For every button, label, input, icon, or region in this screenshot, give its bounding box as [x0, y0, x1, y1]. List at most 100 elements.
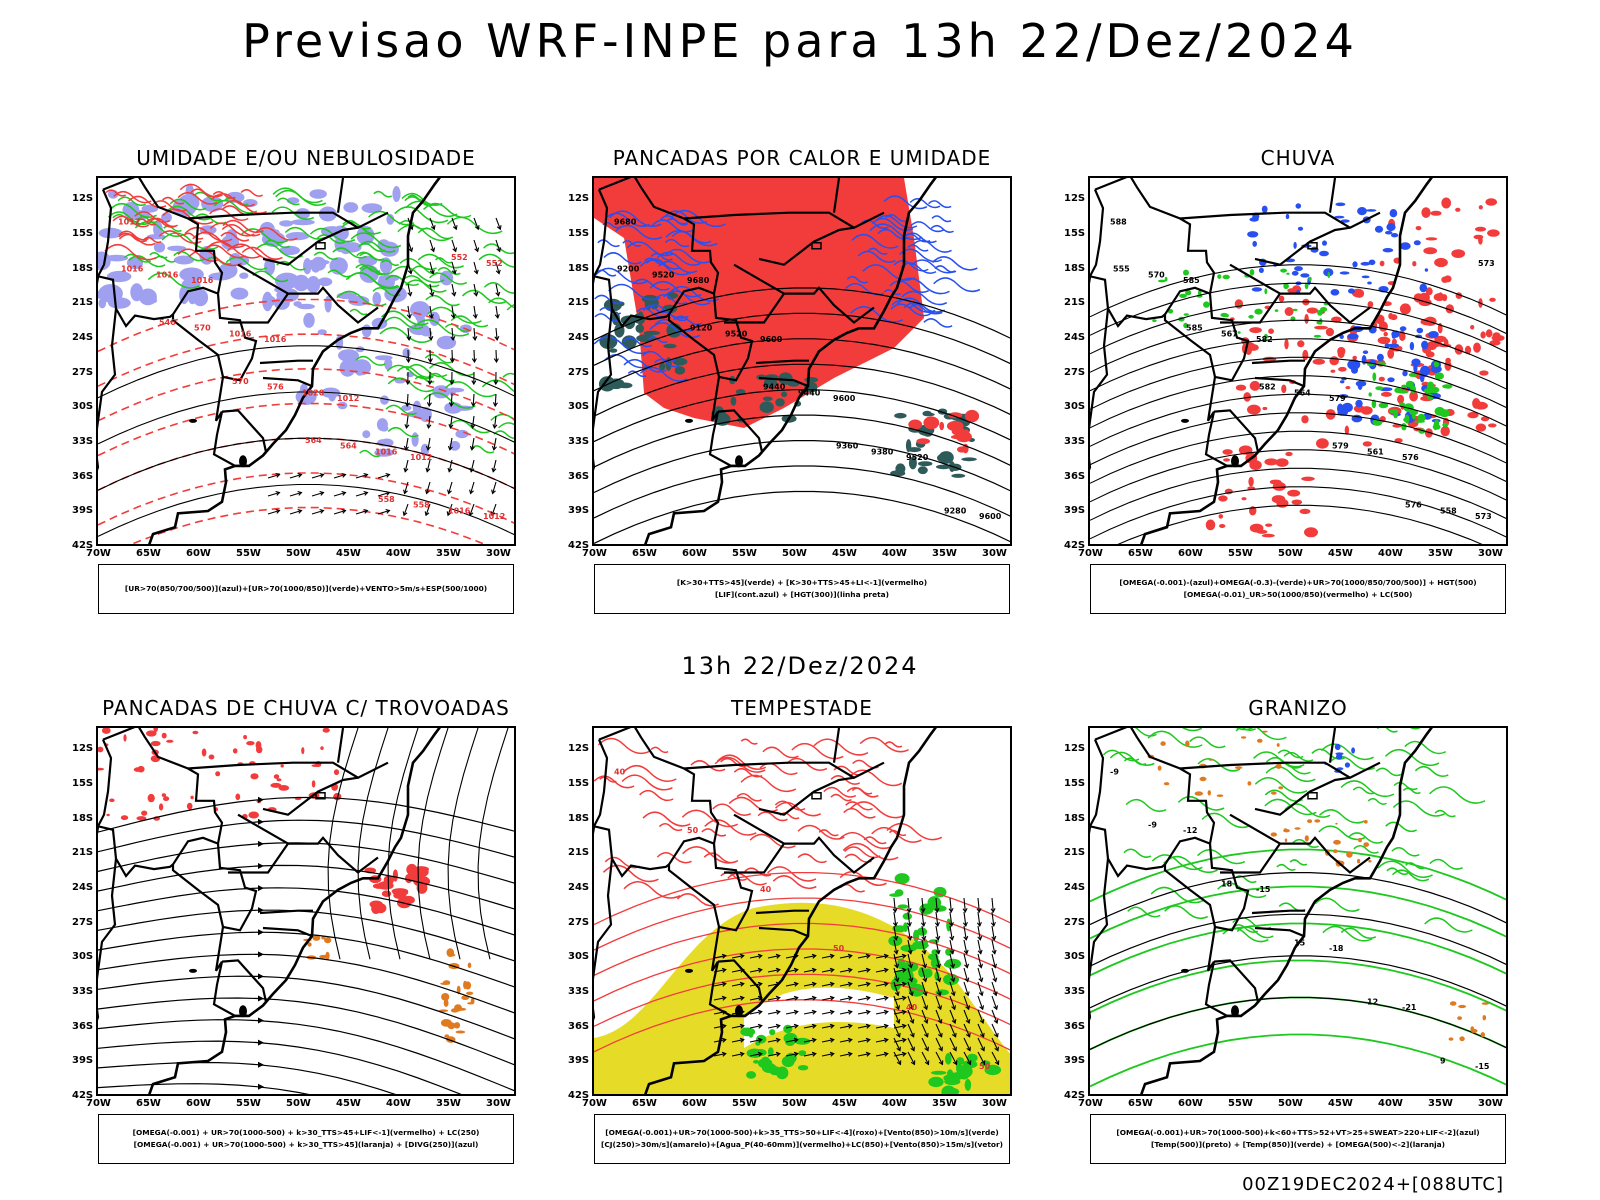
latitude-tick-label: 42S	[568, 540, 590, 551]
contour-label: 558	[378, 495, 395, 504]
legend-line: [OMEGA(-0.001)+UR>70(1000-500)+k>35_TTS>…	[605, 1128, 999, 1137]
legend-line: [OMEGA(-0.001)+UR>70(1000-500)+k<60+TTS>…	[1116, 1128, 1480, 1137]
panel-title: PANCADAS DE CHUVA C/ TROVOADAS	[102, 696, 510, 720]
contour-label: 9680	[687, 276, 710, 285]
longitude-tick-label: 45W	[832, 1098, 857, 1109]
latitude-tick-label: 30S	[1064, 951, 1086, 963]
latitude-tick-label: 36S	[568, 1020, 590, 1032]
longitude-tick-label: 45W	[1328, 548, 1353, 559]
panel-title: GRANIZO	[1248, 696, 1348, 720]
weather-map: 588 585 582 579 576 573 570 567 564 561 558 555 585 5…	[1090, 178, 1506, 544]
weather-map: 40 50 40 50 40 50	[594, 728, 1010, 1094]
forecast-field-layer	[1090, 197, 1506, 544]
longitude-tick-label: 65W	[1128, 548, 1153, 559]
contour-label: 50	[833, 944, 845, 953]
latitude-tick-label: 42S	[568, 1090, 590, 1101]
latitude-tick-label: 24S	[72, 881, 94, 893]
longitude-tick-label: 50W	[286, 548, 311, 559]
legend-line: [OMEGA(-0.01)_UR>50(1000/850)(vermelho) …	[1183, 590, 1413, 599]
map-frame: 588 585 582 579 576 573 570 567 564 561 558 555 585 5…	[1088, 176, 1508, 546]
contour-label: 18	[1221, 879, 1233, 888]
latitude-tick-label: 21S	[72, 847, 94, 859]
coastline-borders	[594, 178, 937, 544]
forecast-field-layer	[98, 183, 514, 544]
panel-title: CHUVA	[1260, 146, 1336, 170]
legend-line: [OMEGA(-0.001)-(azul)+OMEGA(-0.3)-(verde…	[1119, 578, 1477, 587]
latitude-tick-label: 27S	[1064, 366, 1086, 378]
latitude-tick-label: 21S	[568, 297, 590, 309]
contour-label: 9440	[763, 383, 786, 392]
contour-labels: 1012 1016 1016 1012 1012 1012 1016 1016 1020 1016…	[118, 217, 505, 521]
forecast-field-layer	[98, 728, 514, 1094]
latitude-tick-label: 39S	[1064, 1055, 1086, 1067]
contour-label: 1016	[156, 270, 179, 279]
contour-label: -9	[1110, 767, 1119, 776]
latitude-tick-label: 36S	[1064, 470, 1086, 482]
longitude-tick-label: 65W	[136, 548, 161, 559]
longitude-tick-label: 30W	[486, 1098, 511, 1109]
longitude-tick-label: 60W	[1178, 1098, 1203, 1109]
longitude-tick-label: 30W	[486, 548, 511, 559]
longitude-tick-label: 55W	[732, 548, 757, 559]
legend-line: [CJ(250)>30m/s](amarelo)+[Agua_P(40-60mm…	[601, 1140, 1003, 1149]
contour-label: 9440	[798, 388, 821, 397]
latitude-tick-label: 39S	[72, 505, 94, 517]
latitude-tick-label: 21S	[1064, 297, 1086, 309]
weather-map	[98, 728, 514, 1094]
latitude-tick-label: 36S	[72, 1020, 94, 1032]
latitude-tick-label: 42S	[72, 1090, 94, 1101]
contour-label: 9600	[760, 335, 783, 344]
longitude-tick-label: 35W	[436, 1098, 461, 1109]
longitude-tick-label: 60W	[186, 1098, 211, 1109]
legend-box: [K>30+TTS>45](verde) + [K>30+TTS>45+LI<-…	[594, 564, 1010, 614]
longitude-tick-label: 50W	[782, 548, 807, 559]
latitude-tick-label: 18S	[72, 262, 94, 274]
longitude-tick-label: 30W	[982, 1098, 1007, 1109]
latitude-tick-label: 39S	[568, 505, 590, 517]
contour-label: 9120	[690, 324, 713, 333]
latitude-tick-label: 33S	[568, 985, 590, 997]
contour-label: 9520	[652, 270, 675, 279]
contour-label: 40	[760, 885, 772, 894]
contour-label: -18	[1329, 944, 1344, 953]
latitude-tick-label: 12S	[1064, 743, 1086, 755]
contour-label: -9	[1148, 820, 1157, 829]
latitude-tick-label: 36S	[568, 470, 590, 482]
latitude-tick-label: 30S	[1064, 401, 1086, 413]
latitude-tick-label: 24S	[568, 881, 590, 893]
contour-label: 9280	[944, 506, 967, 515]
latitude-tick-label: 42S	[72, 540, 94, 551]
longitude-tick-label: 40W	[386, 1098, 411, 1109]
legend-line: [OMEGA(-0.001) + UR>70(1000-500) + k>30_…	[133, 1140, 479, 1149]
latitude-tick-label: 24S	[1064, 881, 1086, 893]
longitude-tick-label: 40W	[882, 548, 907, 559]
contour-label: 570	[1148, 270, 1165, 279]
latitude-tick-label: 18S	[72, 812, 94, 824]
latitude-tick-label: 12S	[72, 743, 94, 755]
weather-map: 1012 1016 1016 1012 1012 1012 1016 1016 1020 1016…	[98, 178, 514, 544]
contour-label: 9200	[617, 265, 640, 274]
legend-line: [OMEGA(-0.001) + UR>70(1000-500) + k>30_…	[132, 1128, 480, 1137]
contour-label: 576	[267, 383, 284, 392]
latitude-tick-label: 18S	[1064, 262, 1086, 274]
contour-label: 570	[232, 377, 249, 386]
latitude-tick-label: 27S	[568, 366, 590, 378]
legend-box: [OMEGA(-0.001)+UR>70(1000-500)+k<60+TTS>…	[1090, 1114, 1506, 1164]
longitude-tick-label: 30W	[982, 548, 1007, 559]
contour-label: 40	[614, 767, 626, 776]
latitude-tick-label: 12S	[72, 193, 94, 205]
latitude-tick-label: 18S	[1064, 812, 1086, 824]
latitude-tick-label: 24S	[1064, 331, 1086, 343]
longitude-tick-label: 55W	[1228, 548, 1253, 559]
latitude-tick-label: 18S	[568, 262, 590, 274]
contour-label: -15	[1256, 885, 1271, 894]
longitude-tick-label: 65W	[136, 1098, 161, 1109]
longitude-tick-label: 60W	[682, 548, 707, 559]
latitude-tick-label: 12S	[568, 193, 590, 205]
contour-label: 576	[1405, 501, 1422, 510]
latitude-tick-label: 27S	[72, 366, 94, 378]
longitude-tick-label: 40W	[386, 548, 411, 559]
weather-map: -9 -12 -15 -18 -21 -15 -9 18 15 12 9	[1090, 728, 1506, 1094]
contour-labels: 40 50 40 50 40 50	[614, 767, 991, 1071]
latitude-tick-label: 30S	[72, 401, 94, 413]
